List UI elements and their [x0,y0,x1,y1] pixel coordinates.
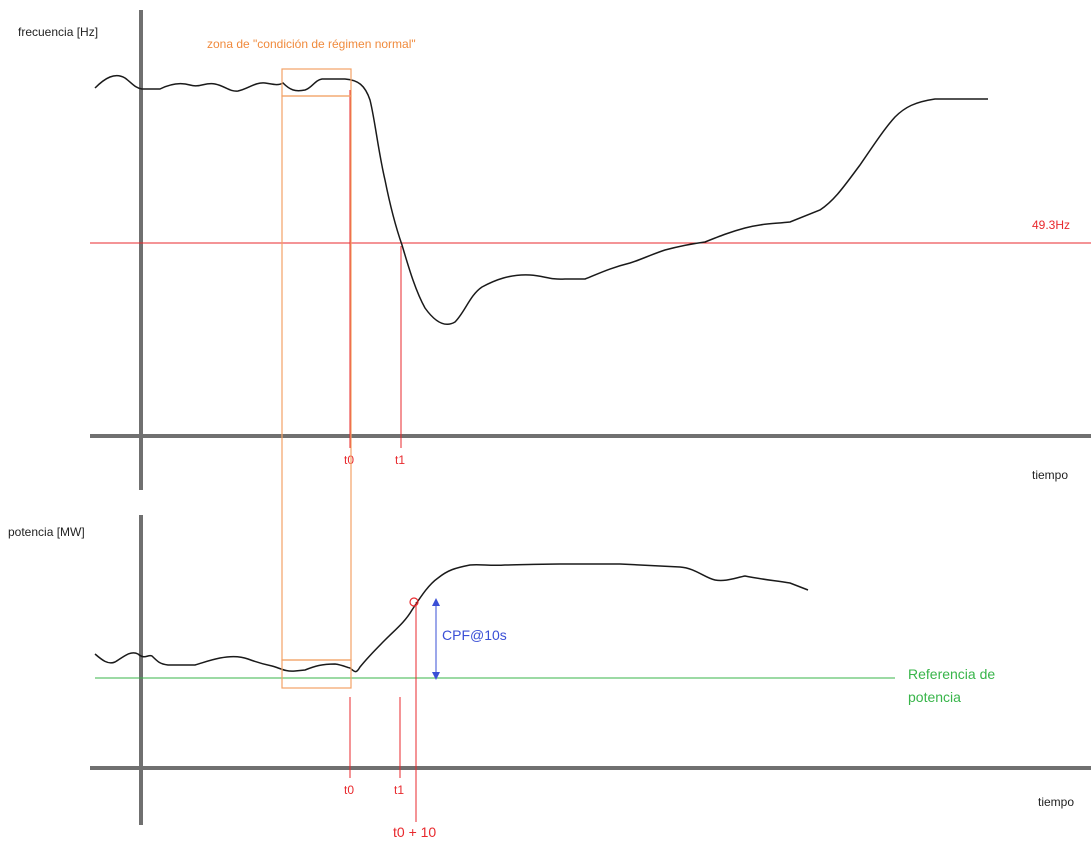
bottom-t0-label: t0 [344,783,354,797]
t10-sample-point-marker [409,597,419,607]
threshold-label: 49.3Hz [1032,218,1070,232]
power-y-axis-label: potencia [MW] [8,525,85,539]
normal-regime-zone: zona de "condición de régimen normal" [207,37,416,689]
frequency-curve [94,74,988,326]
frequency-y-axis-label: frecuencia [Hz] [18,25,98,39]
zone-bottom-box [281,659,352,689]
zone-tall-box [281,95,352,661]
frequency-x-axis-label: tiempo [1032,468,1068,482]
bottom-t10-label: t0 + 10 [393,824,436,840]
top-t0-label: t0 [344,453,354,467]
power-chart: potencia [MW] tiempo Referencia de poten… [8,515,1091,840]
bottom-t1-label: t1 [394,783,404,797]
top-t1-label: t1 [395,453,405,467]
power-reference-label-line2: potencia [908,689,961,705]
power-reference-label-line1: Referencia de [908,666,995,682]
zone-label: zona de "condición de régimen normal" [207,37,416,51]
power-curve [94,563,809,673]
cpf-label: CPF@10s [442,627,507,643]
power-x-axis-label: tiempo [1038,795,1074,809]
frequency-chart: frecuencia [Hz] tiempo 49.3Hz t0 t1 [18,10,1091,490]
